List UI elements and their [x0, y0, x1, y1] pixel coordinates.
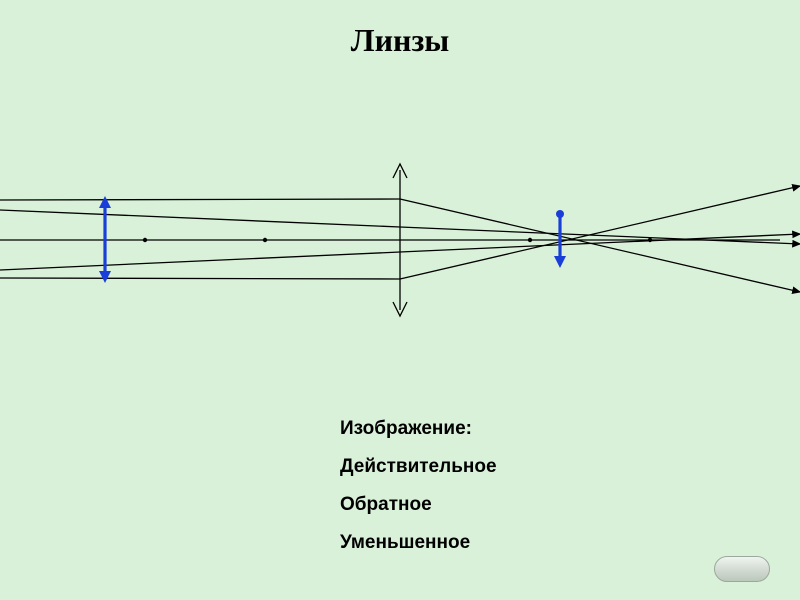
label-real: Действительное — [340, 448, 497, 486]
next-button[interactable] — [714, 556, 770, 582]
ray-top-parallel — [0, 199, 400, 200]
image-top-dot — [556, 210, 564, 218]
label-reduced: Уменьшенное — [340, 524, 497, 562]
ray-bottom-refracted — [400, 186, 800, 279]
point-2f-right — [648, 238, 652, 242]
lens-ray-diagram — [0, 120, 800, 360]
point-f-left — [263, 238, 267, 242]
ray-bottom-center-out — [400, 234, 800, 252]
page-title: Линзы — [0, 22, 800, 59]
point-f-right — [528, 238, 532, 242]
ray-top-center-in — [0, 210, 400, 227]
object-arrow-head-up — [99, 196, 111, 208]
ray-top-center-out — [400, 227, 800, 244]
image-properties-list: Изображение: Действительное Обратное Уме… — [340, 410, 497, 562]
label-inverted: Обратное — [340, 486, 497, 524]
label-heading: Изображение: — [340, 410, 497, 448]
image-arrow-head-down — [554, 256, 566, 268]
ray-bottom-parallel — [0, 278, 400, 279]
ray-bottom-center-in — [0, 252, 400, 270]
ray-top-refracted — [400, 199, 800, 292]
object-arrow-head-down — [99, 271, 111, 283]
point-2f-left — [143, 238, 147, 242]
